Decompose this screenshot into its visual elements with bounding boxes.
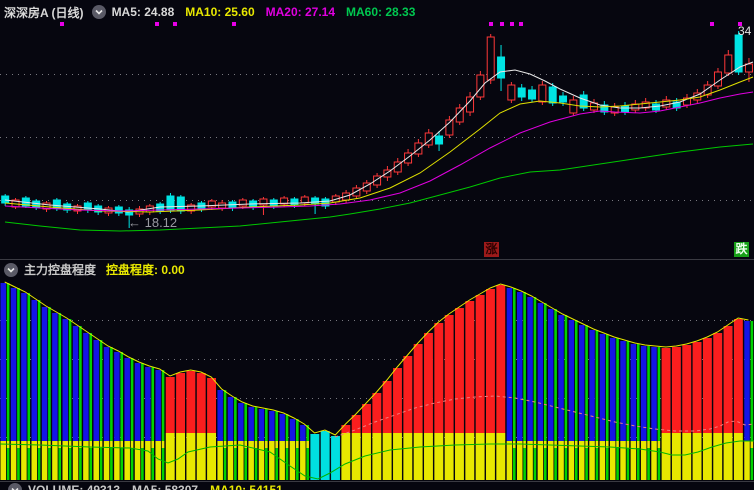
fall-label-badge: 跌 bbox=[734, 242, 749, 257]
chevron-down-icon[interactable] bbox=[4, 262, 18, 277]
main-chart-header: 深深房A (日线) MA5: 24.88 MA10: 25.60 MA20: 2… bbox=[0, 3, 754, 21]
indicator-value: 控盘程度: 0.00 bbox=[106, 263, 185, 277]
chevron-down-icon[interactable] bbox=[91, 5, 106, 19]
panel-divider bbox=[0, 259, 754, 260]
indicator-header: 主力控盘程度 控盘程度: 0.00 bbox=[0, 261, 754, 278]
stock-title: 深深房A (日线) bbox=[4, 5, 84, 20]
volume-value: VOLUME: 49313 bbox=[28, 483, 121, 490]
volume-ma10-value: MA10: 54151 bbox=[210, 483, 283, 490]
chevron-down-icon[interactable] bbox=[8, 483, 22, 490]
ma5-value: MA5: 24.88 bbox=[111, 5, 175, 19]
ma10-value: MA10: 25.60 bbox=[185, 5, 255, 19]
ma60-value: MA60: 28.33 bbox=[346, 5, 416, 19]
price-low-annotation: ← 18.12 bbox=[128, 215, 178, 230]
price-high-annotation: 34 bbox=[738, 24, 752, 38]
ma20-value: MA20: 27.14 bbox=[265, 5, 336, 19]
volume-panel-header: VOLUME: 49313 MA5: 58307 MA10: 54151 bbox=[0, 483, 754, 490]
volume-ma5-value: MA5: 58307 bbox=[132, 483, 199, 490]
footer-divider bbox=[0, 481, 754, 482]
indicator-title: 主力控盘程度 bbox=[24, 263, 97, 277]
rise-label-badge: 涨 bbox=[484, 242, 499, 257]
